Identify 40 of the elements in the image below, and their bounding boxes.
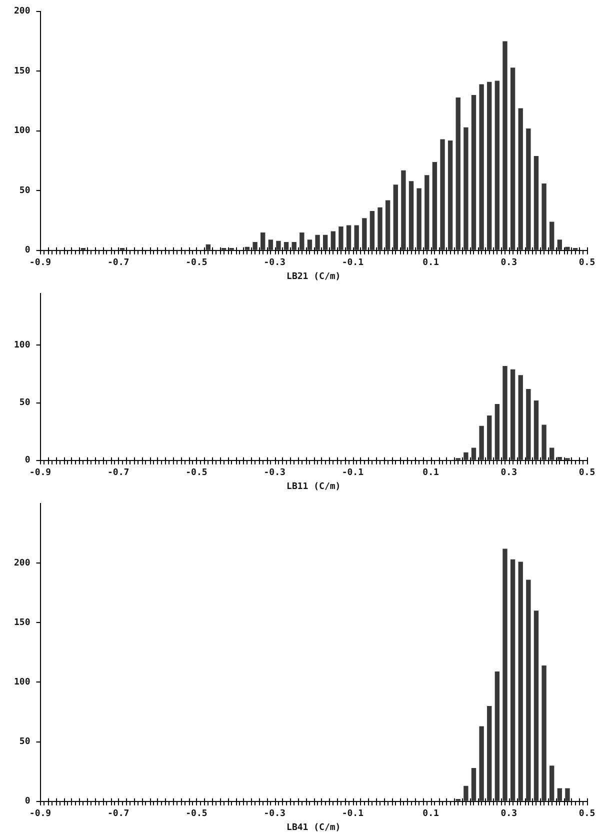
x-tick-label: -0.5 <box>186 258 208 268</box>
x-tick-label: -0.7 <box>108 258 130 268</box>
x-tick-label: 0.5 <box>578 809 596 820</box>
y-tick-label: 50 <box>19 398 30 408</box>
y-tick-label: 200 <box>14 6 30 17</box>
x-tick-label: -0.3 <box>264 809 286 820</box>
x-tick-label: 0.3 <box>500 468 518 478</box>
x-tick-label: -0.5 <box>186 468 208 478</box>
y-tick-label: 150 <box>14 66 30 76</box>
x-tick-label: -0.5 <box>186 809 208 820</box>
x-tick-label: -0.9 <box>29 468 52 478</box>
x-tick-label: 0.3 <box>500 809 518 820</box>
x-axis-title: LB11 (C/m) <box>286 482 341 492</box>
x-tick-label: 0.5 <box>578 468 596 478</box>
x-tick-label: 0.3 <box>500 258 518 268</box>
x-tick-label: 0.1 <box>422 258 439 268</box>
x-axis-title: LB41 (C/m) <box>286 822 341 833</box>
x-axis-title: LB21 (C/m) <box>286 272 341 282</box>
y-tick-label: 200 <box>14 558 30 568</box>
y-tick-label: 50 <box>19 737 30 748</box>
y-tick-label: 100 <box>14 678 30 688</box>
x-tick-label: -0.1 <box>342 258 364 268</box>
x-tick-label: -0.7 <box>108 809 130 820</box>
x-tick-label: -0.9 <box>29 809 52 820</box>
x-tick-label: 0.1 <box>422 809 439 820</box>
y-tick-label: 50 <box>19 186 30 196</box>
x-tick-label: -0.1 <box>342 468 364 478</box>
x-tick-label: -0.3 <box>264 258 286 268</box>
x-tick-label: -0.1 <box>342 809 364 820</box>
y-tick-label: 100 <box>14 126 30 136</box>
y-tick-label: 0 <box>24 456 30 466</box>
x-tick-label: 0.1 <box>422 468 439 478</box>
x-tick-label: -0.3 <box>264 468 286 478</box>
x-tick-label: -0.9 <box>29 258 52 268</box>
x-tick-label: -0.7 <box>108 468 130 478</box>
y-tick-label: 150 <box>14 618 30 628</box>
y-tick-label: 100 <box>14 340 30 351</box>
x-tick-label: 0.5 <box>578 258 596 268</box>
y-tick-label: 0 <box>24 246 30 256</box>
y-tick-label: 0 <box>24 796 30 807</box>
